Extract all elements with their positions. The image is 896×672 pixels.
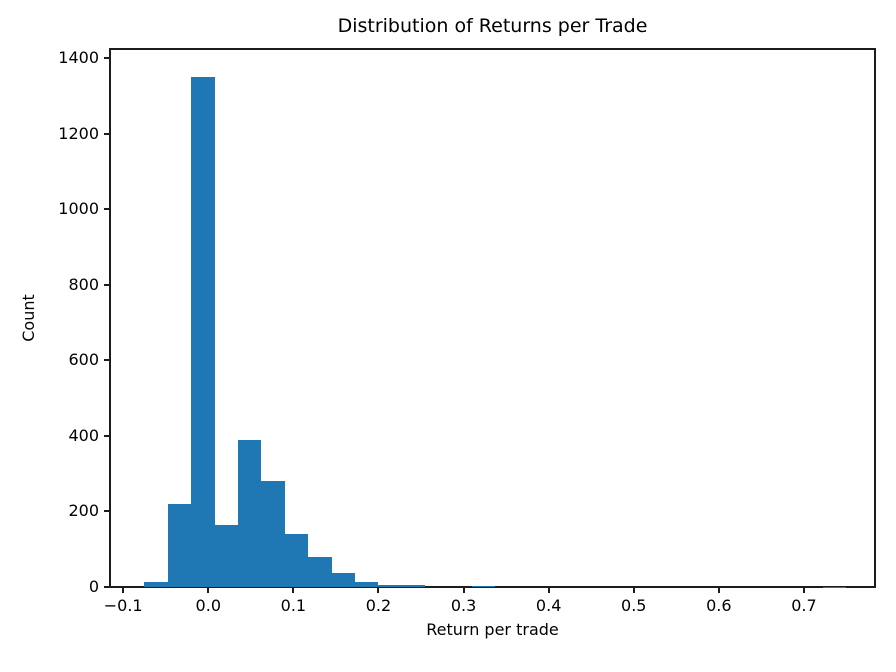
plot-area [110,49,875,587]
x-tick-mark [802,588,805,593]
plot-border-right [874,48,876,588]
histogram-bar [355,582,379,587]
y-tick-mark [104,57,110,60]
y-tick-mark [104,283,110,286]
y-tick-label: 1200 [58,123,99,143]
histogram-bar [167,503,192,587]
y-tick-mark [104,208,110,211]
x-tick-label: 0.5 [621,596,647,615]
histogram-bar [308,556,332,587]
histogram-bar [472,585,496,587]
x-tick-label: 0.4 [535,596,562,615]
y-tick-label: 400 [68,425,99,445]
x-tick-label: 0.7 [791,596,817,615]
y-tick-label: 1400 [58,48,99,68]
y-tick-label: 600 [68,350,99,370]
x-tick-mark [207,588,210,593]
histogram-bar [331,573,356,587]
y-tick-label: 1000 [58,199,99,219]
x-tick-label: 0.6 [706,596,732,615]
chart-title: Distribution of Returns per Trade [337,15,648,37]
y-axis-label: Count [19,294,38,342]
histogram-bar [214,524,239,587]
histogram-bar [378,584,402,587]
x-tick-label: −0.1 [103,596,143,615]
x-axis-label: Return per trade [426,620,559,639]
y-tick-label: 200 [68,501,99,521]
x-tick-label: 0.3 [450,596,477,615]
y-tick-label: 0 [88,577,99,596]
x-tick-label: 0.0 [195,596,221,615]
y-tick-mark [104,586,110,588]
plot-border-top [109,48,876,50]
x-tick-label: 0.1 [280,596,307,615]
x-tick-label: 0.2 [365,596,392,615]
histogram-bar [144,582,168,587]
x-tick-mark [717,588,720,593]
histogram-bar [261,481,285,587]
x-tick-mark [462,588,465,593]
x-tick-mark [377,588,380,593]
y-tick-mark [104,510,110,513]
x-tick-mark [122,588,125,593]
histogram-bar [238,439,262,587]
histogram-bar [191,76,215,587]
x-tick-mark [632,588,635,593]
y-tick-mark [104,359,110,362]
y-tick-mark [104,434,110,437]
histogram-bar [284,534,309,587]
y-tick-label: 800 [68,274,99,294]
y-axis-spine [109,48,111,588]
histogram-bar [401,584,426,587]
y-tick-mark [104,132,110,135]
x-tick-mark [547,588,550,593]
x-axis-spine [109,586,876,588]
x-tick-mark [292,588,295,593]
